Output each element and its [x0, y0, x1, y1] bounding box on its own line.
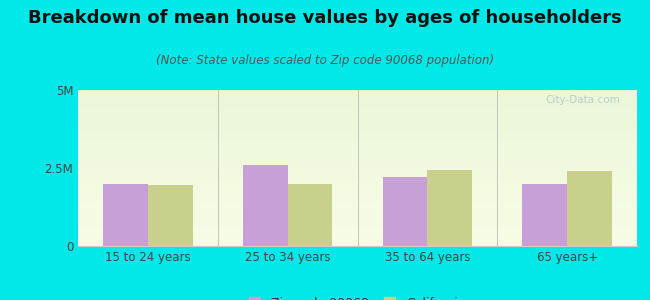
Bar [103, 184, 148, 246]
Legend: Zip code 90068, California: Zip code 90068, California [249, 297, 466, 300]
Bar [383, 177, 428, 246]
Bar [428, 169, 472, 246]
Text: Breakdown of mean house values by ages of householders: Breakdown of mean house values by ages o… [28, 9, 622, 27]
Bar [523, 184, 567, 246]
Bar [287, 184, 332, 246]
Text: City-Data.com: City-Data.com [545, 95, 620, 105]
Text: (Note: State values scaled to Zip code 90068 population): (Note: State values scaled to Zip code 9… [156, 54, 494, 67]
Bar [567, 171, 612, 246]
Bar [243, 165, 287, 246]
Bar [148, 185, 192, 246]
